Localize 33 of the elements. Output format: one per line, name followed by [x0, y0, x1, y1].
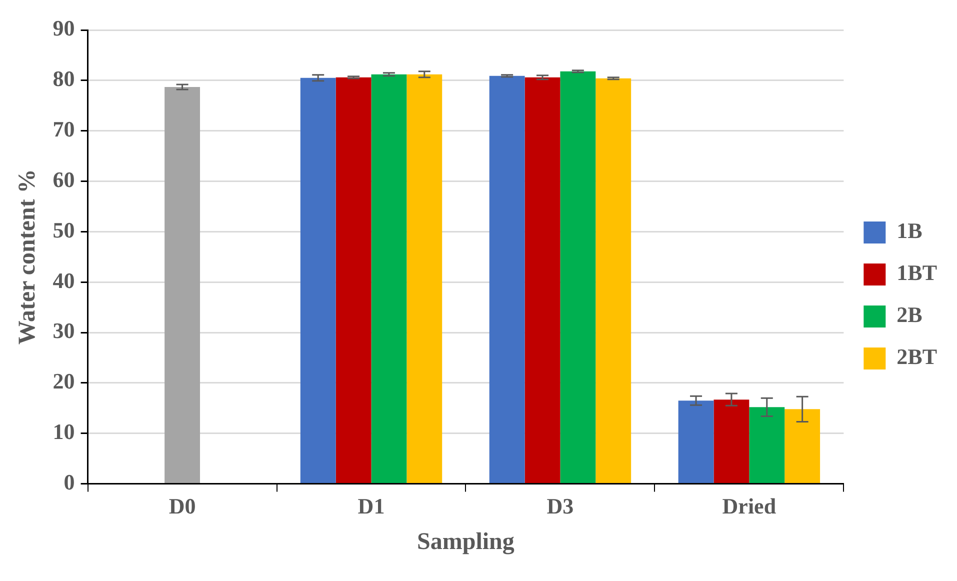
bar	[596, 78, 632, 484]
bar	[784, 409, 820, 484]
y-tick-label: 20	[52, 368, 75, 394]
bar	[336, 77, 372, 484]
y-tick-label: 40	[52, 268, 75, 293]
bar	[406, 74, 442, 484]
bar	[678, 400, 714, 484]
y-tick-label: 80	[52, 66, 75, 92]
bar	[749, 407, 785, 484]
bar	[371, 74, 407, 484]
bar	[560, 71, 596, 484]
legend-label: 1B	[896, 218, 923, 244]
y-tick-label: 90	[52, 16, 75, 41]
bar	[714, 400, 750, 484]
legend-label: 2BT	[896, 344, 938, 370]
y-tick-label: 70	[52, 116, 75, 142]
x-axis-title: Sampling	[417, 528, 514, 555]
bar	[300, 78, 336, 484]
bar	[489, 76, 525, 484]
legend-label: 2B	[896, 302, 923, 328]
legend-label: 1BT	[896, 260, 938, 286]
y-tick-label: 0	[64, 469, 75, 494]
bar	[164, 86, 200, 484]
x-tick-label: D1	[358, 494, 385, 519]
y-tick-label: 30	[52, 318, 75, 344]
bar	[524, 77, 560, 484]
y-tick-label: 50	[52, 217, 75, 242]
y-axis-title: Water content %	[14, 169, 41, 345]
x-tick-label: D0	[168, 494, 196, 519]
x-tick-label: Dried	[722, 494, 776, 519]
y-tick-label: 60	[52, 166, 75, 192]
y-tick-label: 10	[52, 419, 75, 444]
x-tick-label: D3	[546, 494, 574, 519]
